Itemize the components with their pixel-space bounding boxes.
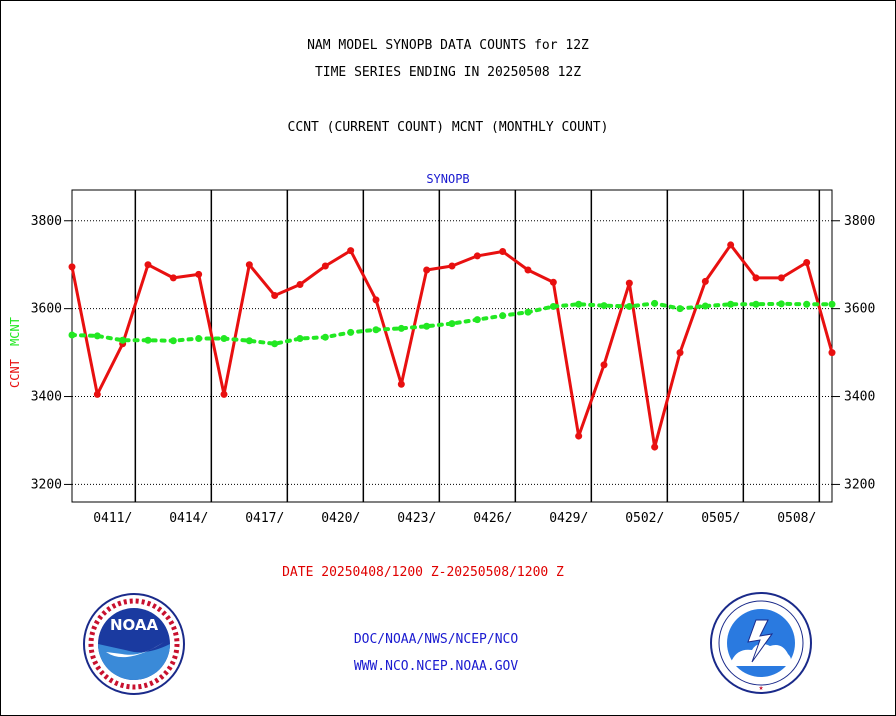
y-tick-label-right: 3800: [844, 214, 875, 229]
svg-text:★: ★: [759, 683, 764, 692]
x-tick-label: 0505/: [701, 511, 740, 526]
data-point-mcnt: [575, 300, 583, 308]
y-tick-label-right: 3200: [844, 477, 875, 492]
data-point-mcnt: [245, 337, 253, 345]
series-description: CCNT (CURRENT COUNT) MCNT (MONTHLY COUNT…: [287, 120, 609, 135]
data-point-ccnt: [245, 261, 253, 269]
x-tick-label: 0423/: [397, 511, 436, 526]
data-point-mcnt: [448, 320, 456, 328]
data-point-ccnt: [296, 280, 304, 288]
noaa-logo: NOAA: [83, 593, 185, 695]
x-tick-label: 0508/: [777, 511, 816, 526]
data-point-ccnt: [372, 296, 380, 304]
svg-text:NOAA: NOAA: [110, 616, 159, 634]
data-point-ccnt: [651, 443, 659, 451]
data-point-ccnt: [220, 390, 228, 398]
data-point-mcnt: [271, 340, 279, 348]
nws-logo: ★: [710, 592, 812, 694]
data-point-mcnt: [701, 302, 709, 310]
data-point-ccnt: [625, 279, 633, 287]
data-point-ccnt: [600, 361, 608, 369]
y-tick-label: 3800: [31, 214, 62, 229]
data-point-ccnt: [727, 241, 735, 249]
data-point-mcnt: [499, 312, 507, 320]
data-point-mcnt: [625, 302, 633, 310]
data-point-ccnt: [828, 349, 836, 357]
x-tick-label: 0429/: [549, 511, 588, 526]
data-point-mcnt: [752, 300, 760, 308]
data-point-ccnt: [803, 259, 811, 267]
x-tick-label: 0417/: [245, 511, 284, 526]
y-tick-label: 3600: [31, 302, 62, 317]
chart-subtitle: TIME SERIES ENDING IN 20250508 12Z: [314, 65, 582, 80]
data-point-ccnt: [423, 266, 431, 274]
data-point-ccnt: [68, 263, 76, 271]
data-point-mcnt: [321, 333, 329, 341]
data-point-ccnt: [676, 349, 684, 357]
data-point-ccnt: [499, 248, 507, 256]
data-point-mcnt: [549, 302, 557, 310]
data-point-mcnt: [777, 300, 785, 308]
data-point-ccnt: [752, 274, 760, 282]
data-point-ccnt: [777, 274, 785, 282]
data-point-mcnt: [296, 335, 304, 343]
data-point-mcnt: [600, 302, 608, 310]
chart-title: NAM MODEL SYNOPB DATA COUNTS for 12Z: [307, 38, 589, 53]
data-point-mcnt: [220, 335, 228, 343]
data-point-ccnt: [397, 380, 405, 388]
date-range: DATE 20250408/1200 Z-20250508/1200 Z: [282, 565, 564, 580]
data-point-mcnt: [727, 300, 735, 308]
data-point-mcnt: [828, 300, 836, 308]
data-point-ccnt: [144, 261, 152, 269]
data-point-mcnt: [144, 336, 152, 344]
x-tick-label: 0414/: [169, 511, 208, 526]
y-tick-label: 3400: [31, 390, 62, 405]
data-point-ccnt: [448, 262, 456, 270]
doc-text: DOC/NOAA/NWS/NCEP/NCO: [353, 632, 519, 647]
data-point-ccnt: [271, 291, 279, 299]
plot-frame: [71, 189, 833, 503]
data-point-mcnt: [119, 336, 127, 344]
x-tick-label: 0420/: [321, 511, 360, 526]
data-point-mcnt: [372, 326, 380, 334]
data-point-mcnt: [651, 299, 659, 307]
data-point-mcnt: [93, 332, 101, 340]
y-tick-label-right: 3600: [844, 302, 875, 317]
data-point-ccnt: [195, 270, 203, 278]
panel-label: SYNOPB: [426, 172, 470, 186]
data-point-ccnt: [524, 266, 532, 274]
data-point-mcnt: [676, 305, 684, 313]
y-tick-label: 3200: [31, 477, 62, 492]
data-point-ccnt: [93, 390, 101, 398]
data-point-ccnt: [701, 277, 709, 285]
x-tick-label: 0411/: [93, 511, 132, 526]
data-point-mcnt: [803, 300, 811, 308]
website-link[interactable]: WWW.NCO.NCEP.NOAA.GOV: [353, 659, 519, 674]
x-tick-label: 0502/: [625, 511, 664, 526]
data-point-ccnt: [347, 247, 355, 255]
x-tick-label: 0426/: [473, 511, 512, 526]
y-tick-label-right: 3400: [844, 390, 875, 405]
data-point-mcnt: [169, 337, 177, 345]
data-point-mcnt: [473, 316, 481, 324]
data-point-mcnt: [195, 335, 203, 343]
data-point-mcnt: [68, 331, 76, 339]
data-point-mcnt: [524, 308, 532, 316]
data-point-mcnt: [347, 328, 355, 336]
data-point-ccnt: [575, 432, 583, 440]
series-line-ccnt: [70, 243, 834, 449]
data-point-ccnt: [169, 274, 177, 282]
data-point-ccnt: [549, 278, 557, 286]
data-point-mcnt: [397, 324, 405, 332]
data-point-ccnt: [321, 262, 329, 270]
data-point-mcnt: [423, 322, 431, 330]
data-point-ccnt: [473, 252, 481, 260]
